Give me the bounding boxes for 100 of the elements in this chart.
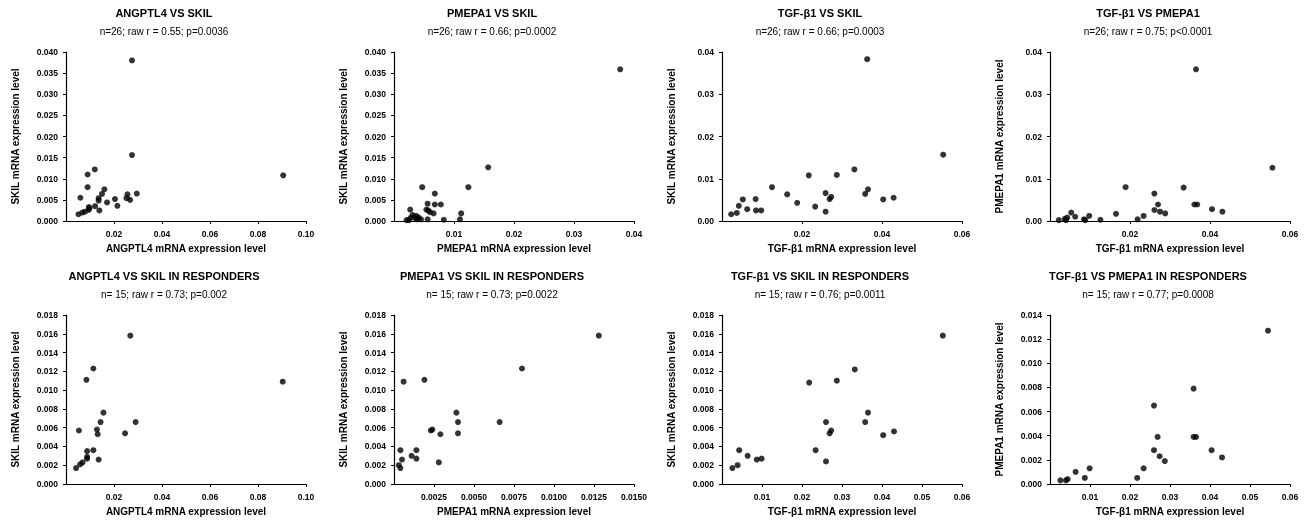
chart-subtitle: n=26; raw r = 0.66; p=0.0003 [755, 25, 885, 37]
y-tick-label: 0.040 [36, 47, 59, 57]
x-tick-label: 0.01 [1081, 491, 1099, 502]
x-axis-title: TGF-β1 mRNA expression level [1095, 242, 1245, 254]
y-tick-label: 0.000 [364, 479, 387, 489]
y-axis-title: PMEPA1 mRNA expression level [993, 59, 1005, 214]
x-tick-label: 0.05 [1241, 491, 1259, 502]
x-tick-label: 0.06 [953, 491, 971, 502]
y-tick-label: 0.010 [692, 385, 715, 396]
y-tick-label: 0.015 [364, 152, 387, 163]
chart-title: TGF-β1 VS PMEPA1 IN RESPONDERS [1049, 269, 1247, 282]
x-tick-label: 0.01 [445, 228, 463, 239]
x-tick-label: 0.0150 [621, 491, 648, 502]
y-tick-label: 0.025 [36, 110, 59, 121]
y-tick-label: 0.012 [36, 366, 59, 377]
x-tick-label: 0.06 [201, 491, 219, 502]
x-tick-label: 0.02 [793, 228, 811, 239]
y-tick-label: 0.004 [692, 441, 715, 452]
x-axis-title: ANGPTL4 mRNA expression level [105, 242, 267, 254]
y-tick-label: 0.018 [692, 310, 715, 320]
x-tick-label: 0.02 [1121, 228, 1139, 239]
y-tick-label: 0.002 [364, 460, 387, 471]
y-tick-label: 0.014 [36, 347, 59, 358]
chart-subtitle: n=26; raw r = 0.66; p=0.0002 [427, 25, 557, 37]
x-tick-label: 0.06 [1281, 228, 1299, 239]
y-axis-title: PMEPA1 mRNA expression level [993, 322, 1005, 477]
y-tick-label: 0.006 [36, 422, 59, 433]
y-tick-label: 0.008 [36, 403, 59, 414]
y-tick-label: 0.004 [1020, 430, 1043, 441]
y-axis-title: SKIL mRNA expression level [337, 68, 349, 205]
y-tick-label: 0.010 [36, 385, 59, 396]
y-tick-label: 0.025 [364, 110, 387, 121]
x-tick-label: 0.02 [505, 228, 523, 239]
x-tick-label: 0.04 [625, 228, 643, 239]
y-tick-label: 0.020 [36, 131, 59, 142]
x-tick-label: 0.04 [873, 491, 891, 502]
y-tick-label: 0.04 [1025, 47, 1043, 57]
y-tick-label: 0.000 [1020, 479, 1043, 489]
x-tick-label: 0.04 [1201, 491, 1219, 502]
chart-title: PMEPA1 VS SKIL IN RESPONDERS [399, 269, 585, 282]
y-tick-label: 0.014 [1020, 310, 1043, 320]
chart-subtitle: n= 15; raw r = 0.73; p=0.002 [101, 288, 228, 300]
y-tick-label: 0.02 [1025, 131, 1043, 142]
y-tick-label: 0.010 [36, 173, 59, 184]
y-tick-label: 0.000 [36, 479, 59, 489]
y-tick-label: 0.015 [36, 152, 59, 163]
y-axis-title: SKIL mRNA expression level [9, 68, 21, 205]
x-tick-label: 0.02 [1121, 491, 1139, 502]
x-tick-label: 0.04 [873, 228, 891, 239]
x-axis-title: PMEPA1 mRNA expression level [437, 505, 592, 517]
y-tick-label: 0.000 [364, 216, 387, 226]
y-tick-label: 0.005 [36, 194, 59, 205]
x-tick-label: 0.02 [105, 228, 123, 239]
x-tick-label: 0.02 [105, 491, 123, 502]
y-tick-label: 0.005 [364, 194, 387, 205]
y-tick-label: 0.03 [697, 89, 715, 100]
y-tick-label: 0.014 [364, 347, 387, 358]
x-axis-title: TGF-β1 mRNA expression level [767, 242, 917, 254]
chart-subtitle: n= 15; raw r = 0.76; p=0.0011 [754, 288, 886, 300]
y-tick-label: 0.004 [36, 441, 59, 452]
y-tick-label: 0.002 [36, 460, 59, 471]
chart-title: TGF-β1 VS SKIL IN RESPONDERS [730, 269, 910, 282]
chart-subtitle: n= 15; raw r = 0.77; p=0.0008 [1082, 288, 1215, 300]
x-tick-label: 0.0050 [461, 491, 488, 502]
y-tick-label: 0.012 [692, 366, 715, 377]
y-tick-label: 0.002 [692, 460, 715, 471]
y-tick-label: 0.03 [1025, 89, 1043, 100]
x-tick-label: 0.04 [1201, 228, 1219, 239]
y-tick-label: 0.035 [36, 68, 59, 79]
y-tick-label: 0.016 [364, 328, 387, 339]
x-axis-title: TGF-β1 mRNA expression level [1095, 505, 1245, 517]
y-axis-title: SKIL mRNA expression level [665, 331, 677, 468]
y-tick-label: 0.008 [364, 403, 387, 414]
y-tick-label: 0.010 [364, 173, 387, 184]
x-tick-label: 0.04 [153, 228, 171, 239]
x-axis-title: ANGPTL4 mRNA expression level [105, 505, 267, 517]
y-tick-label: 0.000 [36, 216, 59, 226]
y-tick-label: 0.030 [364, 89, 387, 100]
chart-subtitle: n= 15; raw r = 0.73; p=0.0022 [426, 288, 559, 300]
x-tick-label: 0.10 [297, 491, 315, 502]
x-tick-label: 0.0025 [421, 491, 448, 502]
x-tick-label: 0.03 [565, 228, 583, 239]
y-tick-label: 0.006 [692, 422, 715, 433]
y-tick-label: 0.018 [36, 310, 59, 320]
y-tick-label: 0.012 [1020, 334, 1043, 345]
y-axis-title: SKIL mRNA expression level [337, 331, 349, 468]
y-axis-title: SKIL mRNA expression level [665, 68, 677, 205]
y-tick-label: 0.020 [364, 131, 387, 142]
y-tick-label: 0.008 [692, 403, 715, 414]
chart-subtitle: n=26; raw r = 0.55; p=0.0036 [99, 25, 229, 37]
x-tick-label: 0.0075 [501, 491, 528, 502]
y-tick-label: 0.016 [36, 328, 59, 339]
x-tick-label: 0.0125 [581, 491, 608, 502]
y-axis-title: SKIL mRNA expression level [9, 331, 21, 468]
y-tick-label: 0.006 [364, 422, 387, 433]
y-tick-label: 0.035 [364, 68, 387, 79]
x-tick-label: 0.08 [249, 228, 267, 239]
chart-title: ANGPTL4 VS SKIL [115, 6, 213, 19]
chart-subtitle: n=26; raw r = 0.75; p<0.0001 [1083, 25, 1213, 37]
y-tick-label: 0.000 [692, 479, 715, 489]
